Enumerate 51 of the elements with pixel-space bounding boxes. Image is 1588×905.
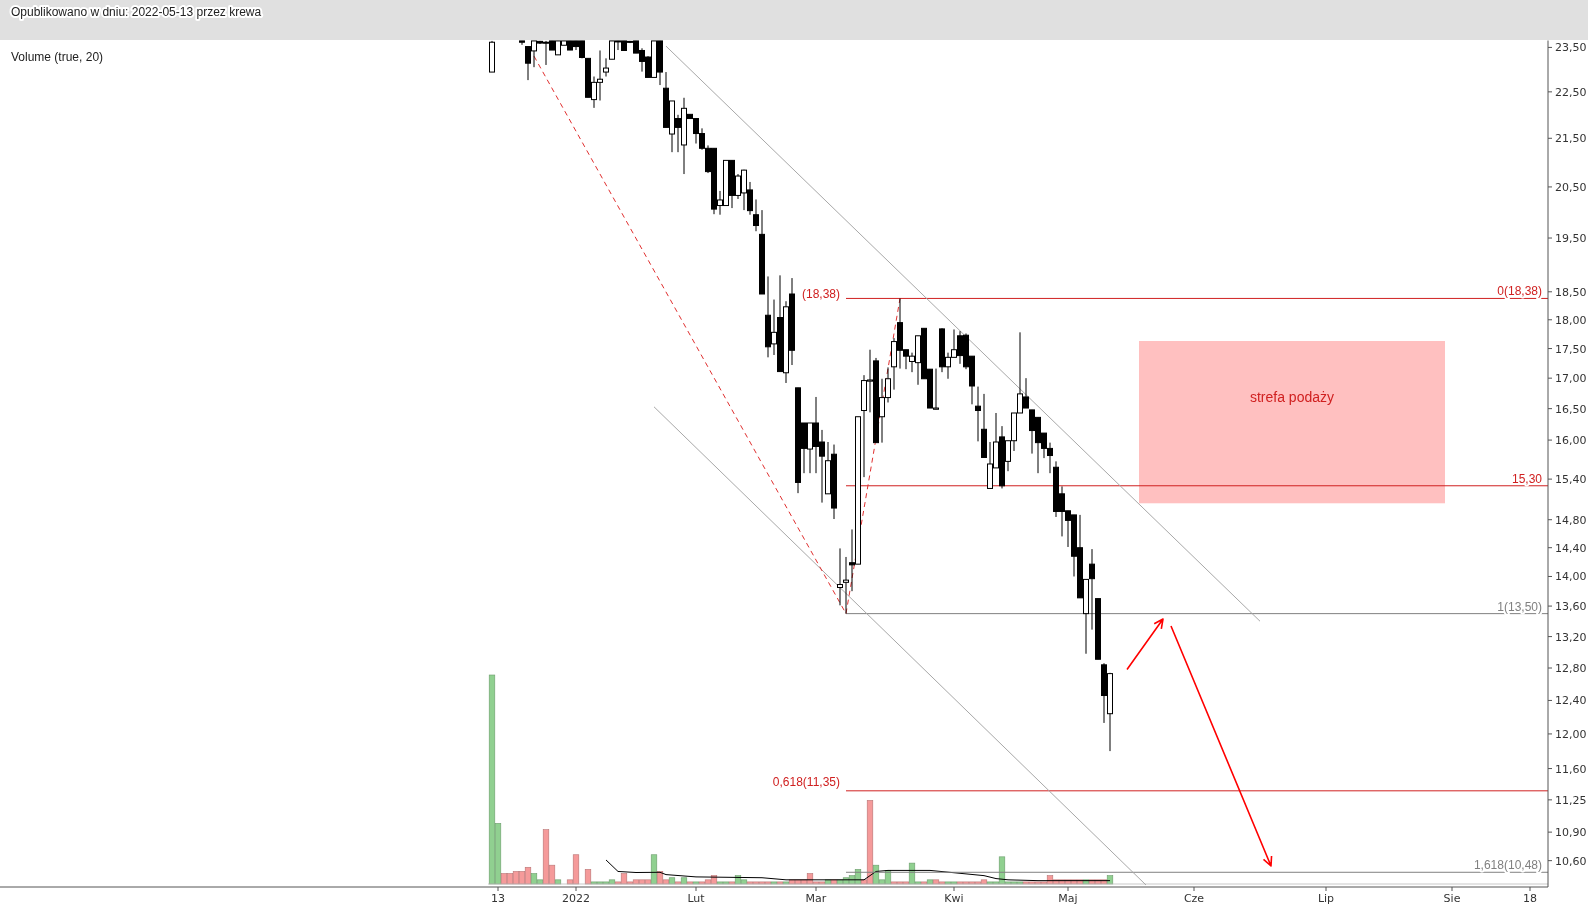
y-tick-label: 14,00 (1555, 570, 1587, 584)
candlestick (519, 40, 525, 46)
band-label: strefa podaży (1249, 389, 1335, 406)
x-tick-label: Cze (1183, 892, 1205, 905)
x-tick-label: 18 (1523, 892, 1537, 905)
text: Volume (true, 20) (11, 50, 104, 64)
y-tick-label: 17,50 (1555, 342, 1587, 356)
x-tick-label: Maj (1058, 892, 1078, 905)
candlestick (603, 57, 609, 78)
y-tick-label: 14,80 (1555, 513, 1587, 527)
candlestick (753, 198, 759, 232)
y-tick-label: 21,50 (1555, 132, 1587, 146)
ref-line-label: 0(18,38) (1497, 284, 1542, 299)
y-tick-label: 18,50 (1555, 285, 1587, 299)
y-tick-label: 12,00 (1555, 727, 1587, 741)
y-tick-label: 13,60 (1555, 600, 1587, 614)
x-tick-label: Kwi (944, 892, 964, 905)
x-tick-label: Lut (687, 892, 706, 905)
x-tick-label: Lip (1317, 892, 1335, 905)
candlestick (843, 556, 849, 615)
y-tick-label: 14,40 (1555, 541, 1587, 555)
y-tick-label: 10,90 (1555, 826, 1587, 840)
candlestick (975, 386, 981, 442)
x-tick-label: 13 (491, 892, 505, 905)
y-tick-label: 16,00 (1555, 434, 1587, 448)
ref-line-label: 1(13,50) (1497, 599, 1542, 614)
annotation: (18,38) (801, 287, 840, 301)
annotation: 0,618(11,35) (772, 775, 840, 789)
y-tick-label: 12,40 (1555, 694, 1587, 708)
y-tick-label: 20,50 (1555, 180, 1587, 194)
candlestick (1089, 548, 1095, 631)
y-tick-label: 17,00 (1555, 372, 1587, 386)
ref-line-label: 1,618(10,48) (1473, 858, 1542, 873)
y-tick-label: 19,50 (1555, 232, 1587, 246)
y-tick-label: 12,80 (1555, 662, 1587, 676)
x-tick-label: Sie (1443, 892, 1461, 905)
text: Opublikowano w dniu: 2022-05-13 przez krewa (11, 5, 262, 19)
x-tick-label: Mar (805, 892, 827, 905)
y-tick-label: 11,25 (1555, 793, 1587, 807)
candlestick (837, 547, 843, 606)
y-tick-label: 15,40 (1555, 473, 1587, 487)
bar (650, 854, 658, 885)
y-tick-label: 18,00 (1555, 313, 1587, 327)
y-tick-label: 16,50 (1555, 402, 1587, 416)
y-tick-label: 13,20 (1555, 630, 1587, 644)
y-tick-label: 22,50 (1555, 85, 1587, 99)
y-tick-label: 23,50 (1555, 41, 1587, 55)
x-tick-label: 2022 (562, 892, 590, 905)
y-tick-label: 10,60 (1555, 854, 1587, 868)
ref-line-label: 15,30 (1511, 471, 1543, 486)
y-tick-label: 11,60 (1555, 762, 1587, 776)
